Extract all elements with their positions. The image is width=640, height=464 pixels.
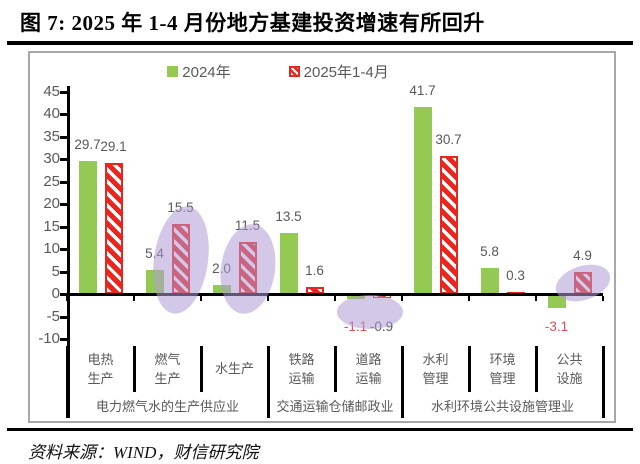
y-axis-tick: [60, 293, 67, 297]
bar-value-label: 0.3: [506, 267, 525, 283]
chart-bar-2024年-3: [279, 233, 298, 294]
x-axis-category-label: 水利 管理: [422, 351, 449, 387]
y-axis-tick-label: 5: [51, 262, 60, 280]
chart-box: 2024年 2025年1-4月 45 40 35 30 25 20 15 10 5 0 -5 -10 2…: [28, 51, 616, 423]
x-axis-tick: [133, 296, 135, 301]
y-axis-tick-label: 45: [43, 83, 60, 100]
y-axis-tick: [60, 91, 67, 94]
source-note: 资料来源：WIND，财信研究院: [28, 443, 259, 462]
y-axis-tick-label: 0: [51, 285, 60, 303]
x-axis-category-label: 水生产: [214, 361, 254, 377]
y-axis-tick-label: 15: [43, 217, 60, 235]
plot-area: 45 40 35 30 25 20 15 10 5 0 -5 -10 29.7 5.4 2.0 13.5 -1.…: [30, 53, 615, 421]
x-axis-group-label: 交通运输仓储邮政业: [276, 398, 394, 414]
legend-marker-2024-icon: [167, 66, 179, 77]
y-axis-tick-label: -5: [46, 307, 60, 325]
bar-value-label: 13.5: [275, 209, 302, 225]
legend-label-2025: 2025年1-4月: [303, 64, 389, 81]
x-axis-group-label: 水利环境公共设施管理业: [430, 398, 574, 414]
y-axis-tick: [60, 113, 67, 117]
chart-bar-2025年1-4月-3: [305, 286, 324, 294]
chart-bar-2025年1-4月-0: [104, 163, 123, 294]
x-axis-zero-line: [67, 293, 603, 296]
y-axis-tick-label: -10: [38, 329, 60, 347]
y-axis-tick-label: 40: [43, 105, 60, 123]
chart-legend: 2024年 2025年1-4月: [30, 61, 614, 82]
chart-bar-2025年1-4月-7: [573, 271, 592, 294]
bar-value-label: 4.9: [573, 247, 592, 263]
chart-bar-2024年-5: [413, 106, 432, 294]
bar-value-label: 30.7: [435, 132, 462, 148]
bar-value-label: 11.5: [234, 218, 261, 234]
category-divider: [401, 346, 404, 418]
category-divider: [468, 346, 471, 392]
category-divider: [133, 346, 136, 392]
chart-bar-2024年-7: [547, 294, 566, 308]
bar-value-label: 2.0: [212, 261, 231, 277]
chart-bar-2024年-0: [78, 160, 97, 294]
y-axis-line: [67, 86, 70, 418]
x-axis-tick: [602, 296, 604, 301]
y-axis-tick: [60, 248, 67, 252]
legend-item-2025: 2025年1-4月: [288, 61, 389, 82]
x-axis-category-label: 铁路 运输: [288, 351, 315, 387]
y-axis-tick-label: 30: [43, 150, 60, 168]
category-divider: [602, 346, 605, 418]
bar-value-label: 29.7: [74, 136, 101, 152]
legend-marker-2025-icon: [288, 66, 300, 77]
bar-value-label: -3.1: [544, 319, 569, 334]
x-axis-tick: [334, 296, 336, 301]
x-axis-tick: [200, 296, 202, 301]
x-axis-tick: [535, 296, 537, 301]
bar-value-label: 1.6: [305, 262, 324, 278]
category-divider: [200, 346, 203, 392]
bar-value-label: 15.5: [167, 200, 194, 216]
y-axis-tick-label: 10: [43, 240, 60, 258]
x-axis-tick: [267, 296, 269, 301]
bar-value-label: 5.8: [480, 243, 499, 259]
y-axis-tick: [60, 135, 67, 139]
y-axis-tick-label: 20: [43, 195, 60, 213]
bar-value-label: 5.4: [145, 245, 164, 261]
y-axis-tick: [60, 270, 67, 274]
page-title: 图 7: 2025 年 1-4 月份地方基建投资增速有所回升: [20, 11, 485, 35]
category-divider: [267, 346, 270, 418]
bottom-rule: [7, 428, 633, 431]
bar-value-label: -0.9: [369, 319, 394, 334]
x-axis-category-label: 电热 生产: [87, 351, 114, 387]
legend-label-2024: 2024年: [182, 64, 231, 81]
y-axis-tick: [60, 158, 67, 162]
y-axis-tick: [60, 203, 67, 207]
y-axis-tick: [60, 225, 67, 229]
title-rule: [7, 41, 633, 45]
chart-bar-2024年-6: [480, 267, 499, 294]
x-axis-category-label: 环境 管理: [489, 351, 516, 387]
x-axis-category-label: 道路 运输: [355, 351, 382, 387]
x-axis-group-label: 电力燃气水的生产供应业: [95, 398, 239, 414]
category-divider: [535, 346, 538, 392]
category-divider: [334, 346, 337, 392]
legend-item-2024: 2024年: [167, 61, 231, 82]
y-axis-tick: [60, 337, 67, 341]
y-axis-tick-label: 25: [43, 172, 60, 190]
y-axis-tick-label: 35: [43, 127, 60, 145]
x-axis-tick: [468, 296, 470, 301]
bar-value-label: 29.1: [100, 139, 127, 155]
chart-bar-2025年1-4月-5: [439, 156, 458, 294]
x-axis-tick: [401, 296, 403, 301]
x-axis-category-label: 燃气 生产: [154, 351, 181, 387]
bar-value-label: 41.7: [409, 82, 436, 98]
y-axis-tick: [60, 180, 67, 184]
chart-bar-2024年-1: [145, 269, 164, 294]
x-axis-category-label: 公共 设施: [556, 351, 583, 387]
y-axis-tick: [60, 315, 67, 319]
